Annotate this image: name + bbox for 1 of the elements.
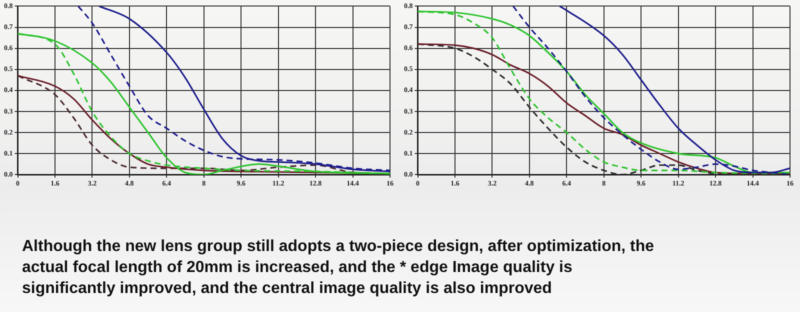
text: Although the new lens group still adopts a two-piece design, after optimization, the actual focal length of 20mm is increased, and the * edge Image quality is significantly improved, and the central image quality is also improved bbox=[22, 237, 656, 299]
